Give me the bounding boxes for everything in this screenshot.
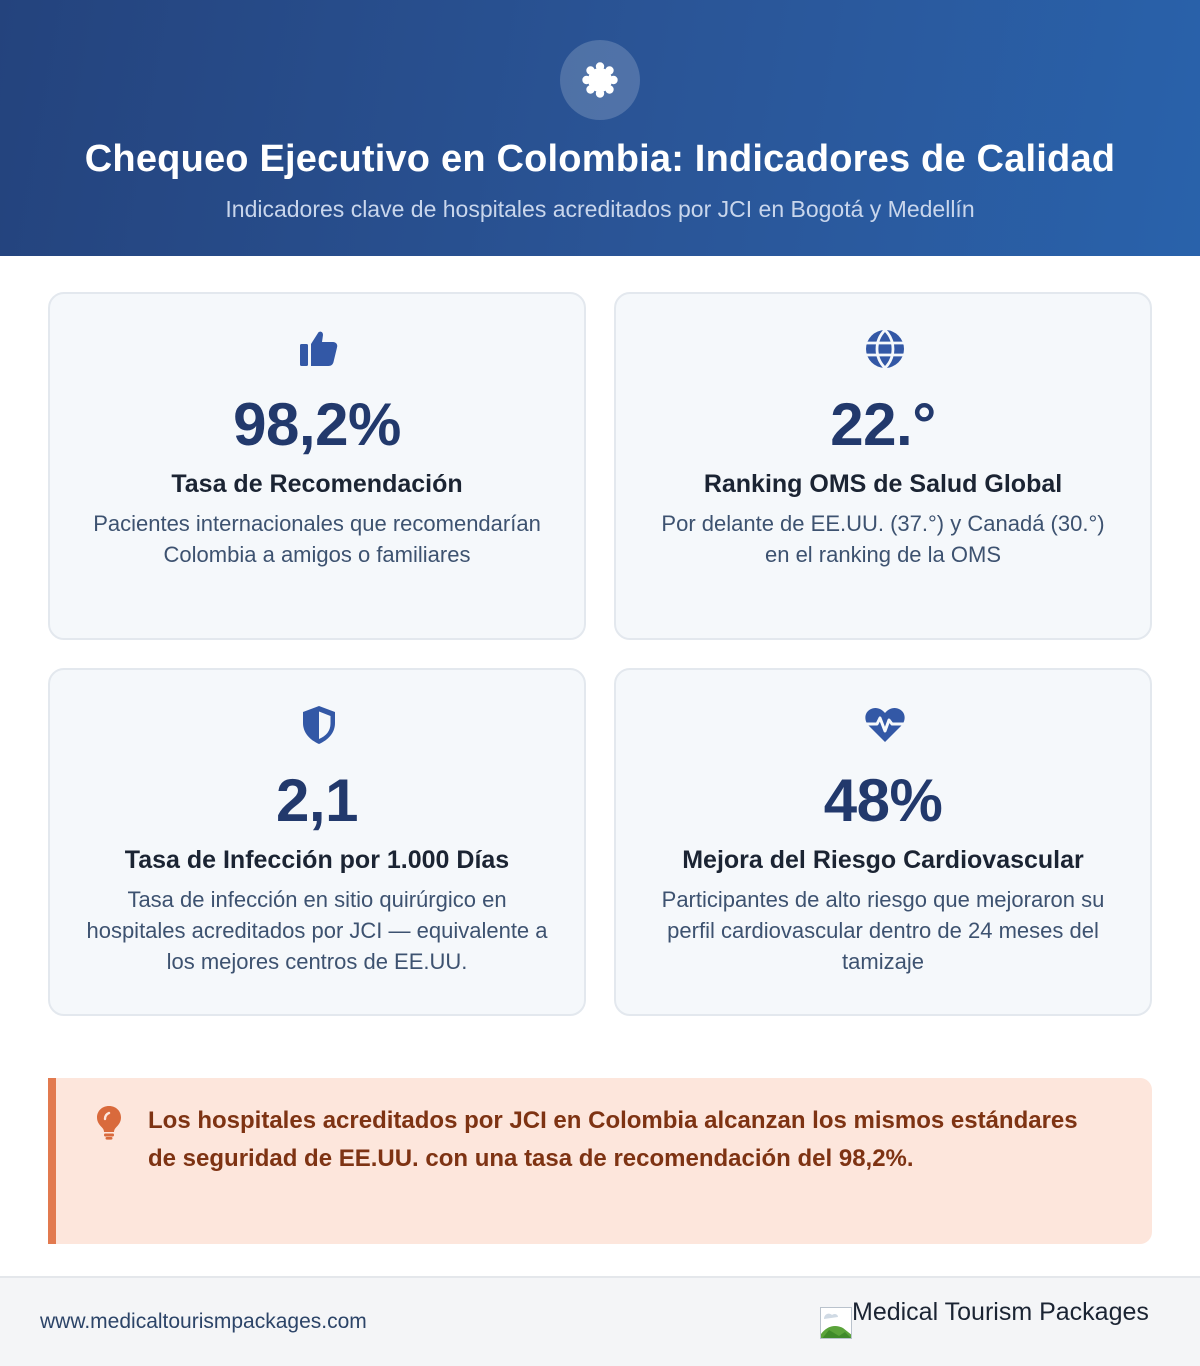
broken-image-icon [820,1307,852,1339]
website-link[interactable]: www.medicaltourismpackages.com [40,1310,367,1333]
stat-label: Tasa de Infección por 1.000 Días [124,846,510,874]
globe-icon [864,328,906,370]
stat-description: Por delante de EE.UU. (37.°) y Canadá (3… [661,511,1105,567]
page-subtitle: Indicadores clave de hospitales acredita… [225,196,975,222]
key-insight-callout: Los hospitales acreditados por JCI en Co… [48,1078,1152,1244]
stat-card-cardiovascular: 48% Mejora del Riesgo Cardiovascular Par… [614,668,1152,1016]
heart-pulse-icon [864,704,906,746]
stat-label: Mejora del Riesgo Cardiovascular [682,846,1084,874]
thumbs-up-icon [298,328,340,370]
stat-description: Tasa de infección en sitio quirúrgico en… [86,887,548,974]
footer: www.medicaltourismpackages.com Medical T… [0,1276,1200,1366]
stat-value: 98,2% [233,391,401,458]
stat-card-recommendation: 98,2% Tasa de Recomendación Pacientes in… [48,292,586,640]
lightbulb-icon [94,1104,124,1140]
stat-description: Pacientes internacionales que recomendar… [93,511,541,567]
award-seal-icon [560,40,640,120]
stat-card-infection-rate: 2,1 Tasa de Infección por 1.000 Días Tas… [48,668,586,1016]
page-title: Chequeo Ejecutivo en Colombia: Indicador… [84,138,1116,180]
stat-value: 48% [823,767,943,834]
shield-icon [298,704,340,746]
stat-description: Participantes de alto riesgo que mejorar… [661,887,1105,974]
stat-label: Tasa de Recomendación [171,470,463,498]
brand-name: Medical Tourism Packages [852,1297,1149,1326]
stat-value: 2,1 [276,767,358,834]
callout-text: Los hospitales acreditados por JCI en Co… [148,1107,1078,1172]
stat-value: 22.° [830,391,936,458]
brand-logo[interactable]: Medical Tourism Packages [820,1297,1149,1339]
stat-label: Ranking OMS de Salud Global [703,470,1063,498]
stat-card-who-ranking: 22.° Ranking OMS de Salud Global Por del… [614,292,1152,640]
header-banner: Chequeo Ejecutivo en Colombia: Indicador… [0,0,1200,256]
